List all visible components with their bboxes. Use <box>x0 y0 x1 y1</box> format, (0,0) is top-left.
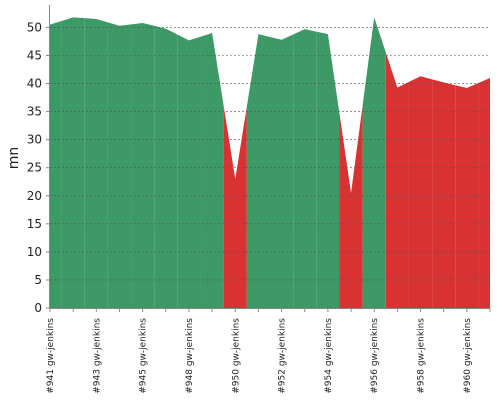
area-segment <box>362 17 386 308</box>
x-tick-label: #943 gw-jenkins <box>92 318 102 394</box>
x-tick-label: #941 gw-jenkins <box>46 318 56 394</box>
area-segment <box>246 34 270 309</box>
y-tick-label: 35 <box>27 105 42 119</box>
x-tick-label: #954 gw-jenkins <box>324 318 334 394</box>
area-segment <box>478 77 490 308</box>
y-tick-label: 30 <box>27 133 42 147</box>
y-tick-label: 10 <box>27 245 42 259</box>
x-tick-label: #958 gw-jenkins <box>417 318 427 394</box>
y-tick-label: 50 <box>27 20 42 34</box>
x-tick-label: #960 gw-jenkins <box>463 318 473 394</box>
area-segment <box>223 106 247 308</box>
area-segment <box>107 22 132 309</box>
x-tick-label: #956 gw-jenkins <box>370 318 380 394</box>
area-segment <box>50 20 62 308</box>
y-tick-label: 20 <box>27 189 42 203</box>
area-segment <box>432 79 456 308</box>
area-segment <box>154 25 178 309</box>
area-segment <box>61 17 85 308</box>
area-segment <box>316 31 340 309</box>
x-tick-label: #950 gw-jenkins <box>231 318 241 394</box>
area-segment <box>339 105 363 309</box>
area-segment <box>131 22 155 308</box>
y-tick-label: 40 <box>27 77 42 91</box>
y-tick-label: 25 <box>27 161 42 175</box>
area-segment <box>408 76 433 308</box>
y-tick-label: 5 <box>34 273 42 287</box>
area-segment <box>177 34 201 308</box>
y-tick-label: 45 <box>27 49 42 63</box>
area-segment <box>270 34 294 308</box>
area-segment <box>84 18 108 309</box>
area-segment <box>200 33 224 309</box>
y-tick-label: 0 <box>34 301 42 315</box>
x-tick-label: #952 gw-jenkins <box>278 318 288 394</box>
area-segment <box>293 29 317 308</box>
x-tick-label: #945 gw-jenkins <box>139 318 149 394</box>
x-tick-label: #948 gw-jenkins <box>185 318 195 394</box>
area-segment <box>385 52 409 309</box>
y-tick-label: 15 <box>27 217 42 231</box>
y-axis-label: mn <box>6 147 22 170</box>
